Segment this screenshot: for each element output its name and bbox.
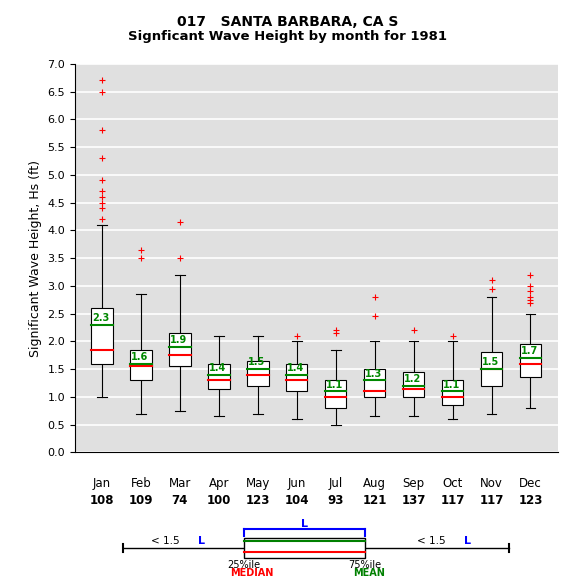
Bar [403, 372, 424, 397]
Bar [91, 308, 113, 364]
Text: 121: 121 [362, 494, 387, 507]
Y-axis label: Significant Wave Height, Hs (ft): Significant Wave Height, Hs (ft) [29, 160, 42, 357]
Text: Jul: Jul [328, 477, 343, 491]
Bar [325, 380, 347, 408]
Text: Apr: Apr [209, 477, 229, 491]
Text: 1.7: 1.7 [521, 346, 538, 356]
Text: 104: 104 [285, 494, 309, 507]
Bar [208, 364, 229, 389]
Text: 1.9: 1.9 [170, 335, 187, 345]
Text: 1.4: 1.4 [288, 363, 305, 373]
Text: 1.2: 1.2 [404, 374, 421, 384]
Text: L: L [463, 536, 471, 546]
Bar [169, 333, 191, 367]
Text: 123: 123 [246, 494, 270, 507]
Bar [520, 344, 541, 378]
Bar [247, 361, 269, 386]
Text: 137: 137 [401, 494, 426, 507]
Text: Feb: Feb [131, 477, 151, 491]
Text: Jan: Jan [93, 477, 111, 491]
Text: Aug: Aug [363, 477, 386, 491]
Text: May: May [246, 477, 270, 491]
Text: 25%ile: 25%ile [227, 560, 260, 570]
Bar [244, 538, 365, 557]
Text: Nov: Nov [480, 477, 503, 491]
Text: 2.3: 2.3 [93, 313, 110, 323]
Text: Signficant Wave Height by month for 1981: Signficant Wave Height by month for 1981 [128, 30, 447, 43]
Text: L: L [301, 519, 308, 528]
Text: MEDIAN: MEDIAN [230, 568, 274, 578]
Text: 75%ile: 75%ile [348, 560, 381, 570]
Text: 109: 109 [129, 494, 153, 507]
Text: Mar: Mar [168, 477, 191, 491]
Bar [364, 369, 385, 397]
Text: 1.3: 1.3 [365, 368, 382, 379]
Text: Jun: Jun [288, 477, 306, 491]
Bar [286, 364, 308, 392]
Text: 117: 117 [480, 494, 504, 507]
Text: MEAN: MEAN [352, 568, 385, 578]
Text: 1.4: 1.4 [209, 363, 227, 373]
Text: Oct: Oct [442, 477, 463, 491]
Text: 108: 108 [90, 494, 114, 507]
Text: 1.1: 1.1 [326, 380, 343, 390]
Text: L: L [198, 536, 205, 546]
Text: 1.5: 1.5 [248, 357, 266, 368]
Text: 117: 117 [440, 494, 465, 507]
Bar [442, 380, 463, 405]
Text: Dec: Dec [519, 477, 542, 491]
Text: 1.6: 1.6 [132, 352, 149, 362]
Text: 017   SANTA BARBARA, CA S: 017 SANTA BARBARA, CA S [177, 14, 398, 28]
Text: 93: 93 [328, 494, 344, 507]
Text: < 1.5: < 1.5 [151, 536, 183, 546]
Text: 1.5: 1.5 [482, 357, 499, 368]
Text: < 1.5: < 1.5 [417, 536, 449, 546]
Text: Sep: Sep [402, 477, 425, 491]
Bar [131, 350, 152, 380]
Text: 1.1: 1.1 [443, 380, 461, 390]
Text: 123: 123 [518, 494, 543, 507]
Text: 74: 74 [172, 494, 188, 507]
Bar [481, 353, 502, 386]
Text: 100: 100 [206, 494, 231, 507]
